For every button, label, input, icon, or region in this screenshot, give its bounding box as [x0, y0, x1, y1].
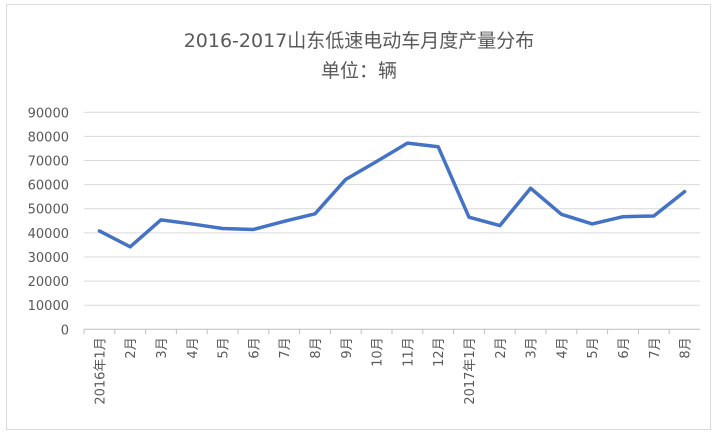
- series-line: [97, 141, 687, 249]
- x-tick-label: 2月: [494, 337, 509, 358]
- y-tick-label: 30000: [28, 251, 69, 266]
- y-tick-label: 50000: [28, 203, 69, 218]
- x-tick-label: 3月: [155, 337, 170, 358]
- y-tick-label: 20000: [28, 275, 69, 290]
- x-tick-label: 9月: [340, 337, 355, 358]
- x-tick-label: 5月: [217, 337, 232, 358]
- x-tick-label: 2016年1月: [93, 337, 108, 404]
- y-tick-label: 90000: [28, 106, 69, 121]
- x-tick-label: 8月: [309, 337, 324, 358]
- x-tick-label: 4月: [186, 337, 201, 358]
- chart-title: 2016-2017山东低速电动车月度产量分布: [183, 30, 535, 52]
- x-tick-label: 7月: [278, 337, 293, 358]
- x-tick-label: 11月: [401, 337, 416, 367]
- x-tick-label: 2017年1月: [463, 337, 478, 404]
- y-tick-label: 60000: [28, 179, 69, 194]
- x-tick-label: 5月: [586, 337, 601, 358]
- x-tick-label: 10月: [371, 337, 386, 367]
- x-tick-label: 3月: [525, 337, 540, 358]
- chart-border: [6, 4, 711, 430]
- x-tick-label: 6月: [247, 337, 262, 358]
- x-tick-label: 7月: [648, 337, 663, 358]
- x-tick-label: 6月: [617, 337, 632, 358]
- y-tick-label: 80000: [28, 130, 69, 145]
- x-tick-label: 8月: [679, 337, 694, 358]
- y-tick-label: 70000: [28, 155, 69, 170]
- y-tick-label: 0: [61, 323, 69, 338]
- chart-subtitle: 单位：辆: [320, 60, 397, 82]
- x-tick-label: 4月: [555, 337, 570, 358]
- y-tick-label: 40000: [28, 227, 69, 242]
- y-tick-label: 10000: [28, 299, 69, 314]
- x-tick-label: 2月: [124, 337, 139, 358]
- x-tick-label: 12月: [432, 337, 447, 367]
